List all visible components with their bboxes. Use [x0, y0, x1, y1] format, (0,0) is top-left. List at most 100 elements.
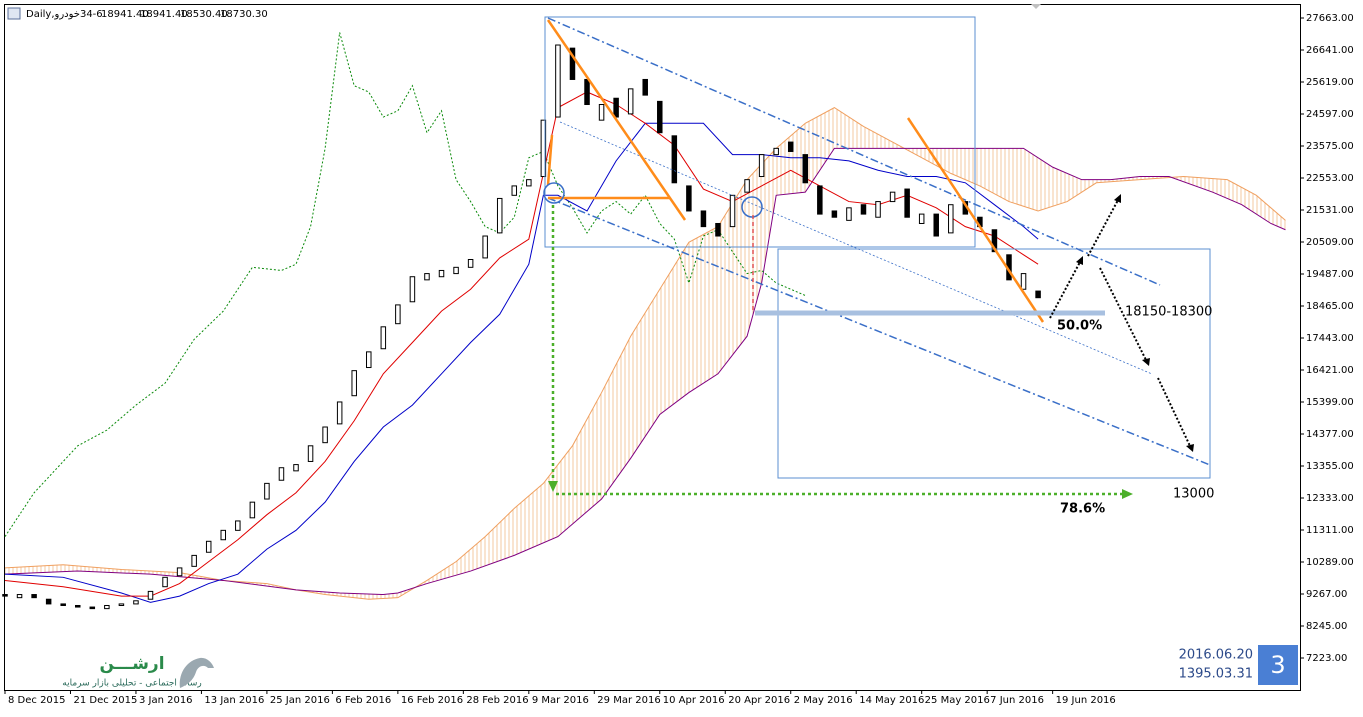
y-tick-label: 25619.00 [1306, 77, 1354, 88]
logo-name: ارشـــن [99, 654, 164, 674]
candle-body [904, 188, 910, 218]
channel-line [547, 197, 1211, 466]
candle-body [16, 594, 23, 599]
path-arrow [1087, 199, 1119, 257]
drawings [543, 4, 1211, 499]
y-tick-label: 12333.00 [1306, 493, 1354, 504]
x-tick-label: 3 Jan 2016 [139, 695, 193, 706]
trend-line [546, 134, 554, 186]
arrow-head [1076, 256, 1083, 265]
x-tick-label: 9 Mar 2016 [532, 695, 589, 706]
y-tick-label: 9267.00 [1306, 589, 1347, 600]
candle-body [1020, 273, 1027, 290]
y-tick-label: 22553.00 [1306, 173, 1354, 184]
candle-body [526, 179, 532, 187]
ohlc-high: 18941.40 [140, 9, 188, 20]
candle-body [496, 197, 503, 234]
arrow-head [1186, 444, 1194, 452]
badge-number: 3 [1270, 651, 1285, 679]
candle-body [75, 604, 81, 608]
annotation: 78.6% [1060, 502, 1105, 517]
candle-body [205, 540, 212, 553]
x-tick-label: 20 Apr 2016 [728, 695, 790, 706]
x-tick-label: 8 Dec 2015 [8, 695, 66, 706]
candle-body [846, 207, 852, 221]
candle-body [787, 141, 794, 152]
x-tick-label: 7 Jun 2016 [990, 695, 1044, 706]
candle-body [104, 604, 110, 610]
candle-body [249, 501, 256, 519]
y-tick-label: 19487.00 [1306, 269, 1354, 280]
x-tick-label: 14 May 2016 [859, 695, 924, 706]
candle-body [700, 210, 707, 228]
date: 2016.06.20 [1179, 648, 1253, 663]
marker-circle [543, 182, 565, 204]
y-tick-label: 15399.00 [1306, 397, 1354, 408]
y-tick-label: 11311.00 [1306, 525, 1354, 536]
candle-body [264, 482, 270, 500]
y-tick-label: 8245.00 [1306, 621, 1347, 632]
y-tick-label: 21531.00 [1306, 205, 1354, 216]
candle-body [220, 529, 227, 541]
candle-body [293, 464, 299, 472]
logo-icon [179, 657, 214, 688]
annotation: 13000 [1173, 487, 1214, 502]
x-tick-label: 21 Dec 2015 [73, 695, 137, 706]
channel-line [547, 17, 1161, 286]
candle-body [817, 185, 823, 215]
candle-body [235, 520, 241, 531]
ohlc-low: 18530.40 [180, 9, 228, 20]
icon [7, 7, 21, 20]
plot-frame [4, 4, 1301, 691]
candle-body [555, 44, 561, 118]
x-tick-label: 25 Jan 2016 [270, 695, 330, 706]
candle-body [322, 426, 328, 444]
candle-body [511, 185, 518, 196]
cloud [5, 107, 1286, 600]
candle-body [875, 201, 881, 218]
candle-body [438, 269, 445, 278]
senkou-a-line [4, 107, 1286, 600]
candle-body [31, 594, 37, 599]
candle-body [409, 276, 416, 303]
candle-body [2, 594, 8, 597]
candle-body [366, 351, 372, 369]
x-tick-label: 19 Jun 2016 [1056, 695, 1116, 706]
marker-circle [741, 196, 763, 218]
chikou-line [4, 32, 806, 537]
arrow-head [548, 481, 558, 492]
candle-body [453, 266, 459, 275]
y-tick-label: 23575.00 [1306, 141, 1354, 152]
candle-body [191, 554, 197, 567]
candle-body [380, 326, 387, 350]
y-tick-label: 26641.00 [1306, 45, 1354, 56]
y-tick-label: 14377.00 [1306, 429, 1354, 440]
candle-body [133, 600, 139, 605]
arrow-head [1142, 358, 1150, 366]
symbol: 34-6خودرو,Daily [26, 9, 103, 20]
x-tick-label: 28 Feb 2016 [466, 695, 528, 706]
box [544, 16, 976, 248]
candle-body [60, 603, 66, 606]
candle-body [729, 194, 736, 228]
candle-body [933, 213, 939, 237]
candle-body [1035, 290, 1041, 299]
annotation: 50.0% [1057, 319, 1102, 334]
candle-body [773, 147, 779, 156]
candle-body [860, 204, 867, 215]
candle-body [540, 119, 547, 178]
shift-marker [1031, 4, 1041, 9]
ohlc-open: 18941.40 [101, 9, 149, 20]
date: 1395.03.31 [1179, 667, 1253, 682]
candle-body [584, 78, 590, 106]
candle-body [889, 191, 896, 203]
x-tick-label: 2 May 2016 [794, 695, 853, 706]
path-arrow [1099, 267, 1147, 361]
arrow-head [1114, 194, 1121, 203]
candle-body [395, 304, 401, 325]
candle-body [831, 210, 838, 218]
candle-body [642, 78, 648, 96]
candle-body [118, 603, 125, 606]
candle-body [598, 104, 605, 121]
